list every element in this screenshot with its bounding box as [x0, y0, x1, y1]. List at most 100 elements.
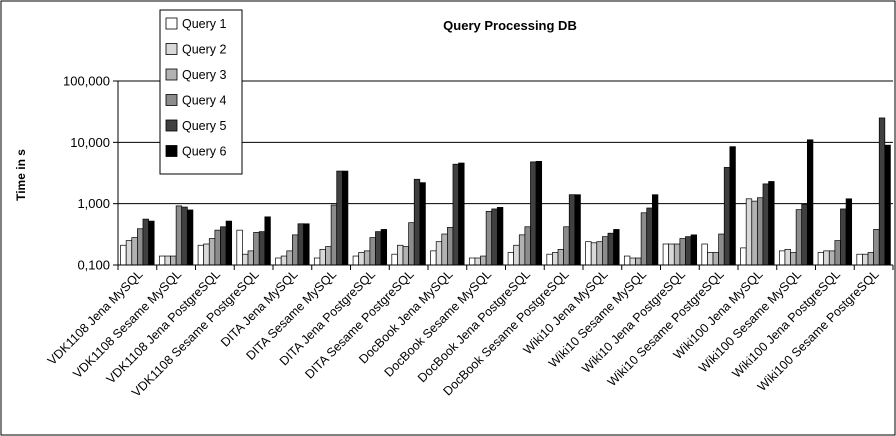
bar	[701, 243, 708, 266]
legend-label: Query 6	[182, 145, 227, 159]
legend-label: Query 4	[182, 94, 227, 108]
bar	[480, 255, 487, 266]
bar	[518, 234, 526, 266]
bar	[352, 255, 360, 266]
y-tick-label: 10,000	[70, 135, 110, 150]
bar	[142, 218, 149, 266]
bar	[817, 252, 825, 266]
bar	[795, 209, 803, 266]
bar	[623, 255, 631, 266]
bar	[408, 222, 415, 266]
bar	[148, 220, 155, 266]
bar	[458, 162, 465, 266]
bar	[806, 139, 814, 266]
bar	[264, 216, 271, 266]
bar	[845, 198, 853, 266]
y-tick-label: 100,000	[63, 74, 110, 89]
bar	[757, 197, 764, 266]
bar	[253, 232, 260, 266]
bar	[325, 246, 332, 266]
bar	[729, 146, 736, 266]
bar	[170, 255, 177, 266]
bar	[668, 243, 675, 266]
bar	[220, 226, 227, 266]
bar	[834, 240, 841, 266]
bar	[784, 248, 791, 266]
axis-layer	[113, 80, 894, 270]
bar	[723, 167, 731, 266]
bar	[745, 198, 753, 266]
bar	[375, 231, 382, 266]
bar	[452, 163, 459, 266]
bar	[790, 252, 797, 266]
bar	[602, 236, 609, 266]
bar	[873, 229, 880, 266]
bar	[203, 243, 210, 266]
bar	[125, 240, 133, 266]
bar	[740, 247, 747, 266]
bar	[867, 252, 874, 266]
bar	[662, 243, 670, 266]
bar	[685, 236, 692, 266]
bar	[313, 257, 321, 266]
bar	[646, 207, 653, 266]
bar	[363, 250, 371, 266]
bar	[856, 253, 863, 266]
bar	[712, 252, 719, 266]
bar	[208, 238, 216, 266]
bar	[303, 223, 310, 266]
legend-swatch	[165, 17, 178, 30]
bar	[613, 229, 620, 266]
bar	[635, 257, 642, 266]
bar	[330, 204, 338, 266]
legend-label: Query 5	[182, 119, 227, 133]
bar	[137, 228, 144, 266]
bar	[557, 248, 564, 266]
legend-label: Query 2	[182, 43, 227, 57]
y-tick-label: 1,000	[77, 196, 110, 211]
bar	[629, 257, 636, 266]
bar	[247, 250, 254, 266]
bar	[164, 255, 171, 266]
bar	[496, 207, 504, 266]
bar	[120, 244, 127, 266]
y-tick-label: 0,100	[77, 258, 110, 273]
bar	[225, 220, 233, 266]
y-axis-label: Time in s	[14, 149, 28, 201]
bar	[679, 238, 686, 266]
bar	[441, 233, 448, 266]
bar	[607, 232, 614, 266]
bar	[447, 227, 454, 266]
legend-swatch	[165, 43, 178, 55]
legend-swatch	[165, 94, 178, 106]
bar	[175, 205, 183, 266]
bar	[485, 210, 493, 266]
bar	[275, 257, 282, 266]
bar	[280, 255, 288, 266]
bar	[491, 208, 498, 266]
bar	[585, 241, 592, 266]
bar	[862, 253, 869, 266]
bar	[651, 194, 659, 266]
bar	[358, 252, 365, 266]
bar	[768, 181, 775, 266]
legend-swatch	[165, 68, 178, 81]
bar	[563, 226, 570, 266]
bar	[297, 223, 304, 266]
bar	[336, 170, 343, 266]
bar	[530, 161, 537, 266]
bar	[568, 194, 576, 266]
bar	[435, 241, 443, 266]
bar	[131, 237, 138, 266]
bar	[419, 182, 426, 266]
bar	[823, 250, 830, 266]
bar	[596, 241, 603, 266]
bar	[413, 178, 421, 266]
bar	[319, 248, 326, 266]
bar	[468, 257, 476, 266]
bar	[574, 194, 581, 266]
bar	[391, 253, 398, 266]
bar	[690, 234, 698, 266]
legend: Query 1 Query 2 Query 3 Query 4 Query 5 Query…	[159, 9, 243, 175]
bar	[884, 144, 891, 266]
